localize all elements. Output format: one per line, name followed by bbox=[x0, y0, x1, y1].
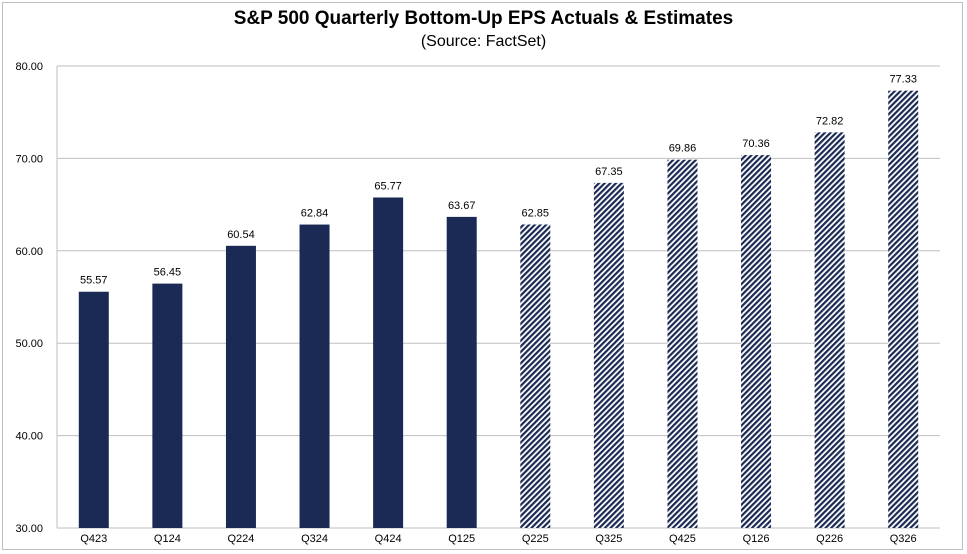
data-label: 70.36 bbox=[742, 138, 770, 150]
x-tick-label: Q126 bbox=[743, 533, 770, 545]
x-tick-label: Q424 bbox=[375, 533, 402, 545]
x-tick-label: Q326 bbox=[890, 533, 917, 545]
gridlines bbox=[56, 65, 940, 529]
data-label: 62.85 bbox=[522, 207, 550, 219]
data-label: 77.33 bbox=[889, 74, 917, 86]
y-tick-label: 80.00 bbox=[15, 61, 43, 73]
data-label: 72.82 bbox=[816, 115, 844, 127]
x-tick-label: Q324 bbox=[301, 533, 328, 545]
x-tick-label: Q125 bbox=[448, 533, 475, 545]
bar-q125 bbox=[446, 216, 477, 528]
x-tick-label: Q226 bbox=[816, 533, 843, 545]
x-tick-label: Q224 bbox=[227, 533, 254, 545]
data-label: 67.35 bbox=[595, 166, 623, 178]
data-label: 65.77 bbox=[374, 180, 402, 192]
bar-q226 bbox=[814, 132, 845, 528]
y-tick-label: 40.00 bbox=[15, 431, 43, 443]
bar-q425 bbox=[667, 159, 698, 528]
data-label: 69.86 bbox=[669, 143, 697, 155]
bar-q326 bbox=[888, 90, 919, 528]
data-label: 62.84 bbox=[301, 208, 329, 220]
y-tick-label: 50.00 bbox=[15, 338, 43, 350]
bar-q224 bbox=[225, 245, 256, 528]
bar-q225 bbox=[520, 224, 551, 528]
data-label: 55.57 bbox=[80, 275, 108, 287]
x-axis: Q423 Q124 Q224 Q324 Q424 Q125 Q225 Q325 Q425 Q126… bbox=[80, 533, 916, 545]
bar-q424 bbox=[373, 197, 404, 528]
x-tick-label: Q225 bbox=[522, 533, 549, 545]
y-axis: 30.00 40.00 50.00 60.00 70.00 80.00 bbox=[15, 61, 43, 535]
y-tick-label: 70.00 bbox=[15, 153, 43, 165]
chart-subtitle: (Source: FactSet) bbox=[420, 33, 547, 50]
bar-q124 bbox=[152, 283, 183, 528]
data-label: 56.45 bbox=[154, 267, 182, 279]
chart-title: S&P 500 Quarterly Bottom-Up EPS Actuals … bbox=[233, 8, 734, 29]
data-label: 60.54 bbox=[227, 229, 255, 241]
x-tick-label: Q325 bbox=[595, 533, 622, 545]
bar-q325 bbox=[593, 182, 624, 529]
bar-q126 bbox=[741, 155, 772, 528]
x-tick-label: Q423 bbox=[80, 533, 107, 545]
y-tick-label: 30.00 bbox=[15, 523, 43, 535]
x-tick-label: Q425 bbox=[669, 533, 696, 545]
bars bbox=[78, 90, 919, 529]
data-label: 63.67 bbox=[448, 200, 476, 212]
data-labels: 55.57 56.45 60.54 62.84 65.77 63.67 62.85 67.35… bbox=[80, 74, 917, 287]
bar-q423 bbox=[78, 291, 109, 528]
x-tick-label: Q124 bbox=[154, 533, 181, 545]
bar-q324 bbox=[299, 224, 330, 528]
y-tick-label: 60.00 bbox=[15, 246, 43, 258]
